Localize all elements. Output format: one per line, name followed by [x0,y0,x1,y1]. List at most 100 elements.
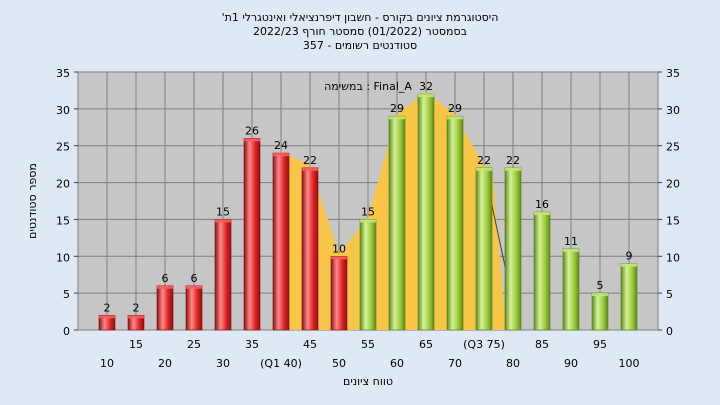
y-tick-label-left: 25 [56,141,70,154]
x-tick-label-50: 50 [332,357,346,370]
y-tick-label-right: 5 [666,288,673,301]
x-axis-title: טווח ציונים [343,375,393,388]
x-tick-label-25: 25 [187,338,201,351]
bar-70 [446,115,464,331]
x-tick-label-65: 65 [419,338,433,351]
value-label-55: 15 [361,205,375,218]
y-tick-label-left: 35 [56,67,70,80]
value-label-45: 22 [303,154,317,167]
bar-20 [156,285,174,331]
x-tick-label-30: 30 [216,357,230,370]
title-line-2: בסמסטר (01/2022) סמסטר חורף 2022/23 [253,25,467,38]
value-label-75: 22 [477,154,491,167]
bar-cap [128,315,144,319]
bar-100 [620,263,638,331]
y-tick-label-right: 0 [666,325,673,338]
bar-cap [273,153,289,157]
x-tick-label-100: 100 [619,357,640,370]
x-tick-label-70: 70 [448,357,462,370]
value-label-20: 6 [162,272,169,285]
title-line-1: 'היסטוגרמת ציונים בקורס - חשבון דיפרנציא… [222,11,499,24]
bar-60 [388,115,406,331]
bar-cap [476,167,492,171]
bar-65 [417,93,435,331]
x-tick-label-75: (Q3 75) [463,338,505,351]
bar-cap [621,263,637,267]
value-label-50: 10 [332,242,346,255]
bar-cap [505,167,521,171]
y-tick-label-left: 5 [63,288,70,301]
y-tick-label-right: 10 [666,251,680,264]
bar-cap [186,285,202,289]
bar-cap [360,219,376,223]
bar-cap [157,285,173,289]
bar-cap [99,315,115,319]
x-tick-label-15: 15 [129,338,143,351]
x-tick-label-90: 90 [564,357,578,370]
bar-35 [243,138,261,331]
y-tick-label-left: 0 [63,325,70,338]
bar-85 [533,211,551,331]
x-tick-label-80: 80 [506,357,520,370]
bar-50 [330,255,348,331]
bar-30 [214,219,232,331]
value-label-85: 16 [535,198,549,211]
x-tick-label-20: 20 [158,357,172,370]
value-label-90: 11 [564,235,578,248]
bar-cap [534,212,550,216]
bar-cap [418,94,434,98]
x-tick-label-55: 55 [361,338,375,351]
value-label-35: 26 [245,124,259,137]
x-tick-label-95: 95 [593,338,607,351]
y-tick-label-right: 20 [666,178,680,191]
y-tick-label-right: 25 [666,141,680,154]
value-label-100: 9 [626,250,633,263]
x-tick-label-85: 85 [535,338,549,351]
legend-note: במשימה : Final_A [324,80,412,93]
x-tick-label-10: 10 [100,357,114,370]
y-tick-label-right: 35 [666,67,680,80]
bar-75 [475,167,493,331]
value-label-15: 2 [133,301,140,314]
bar-cap [244,138,260,142]
bar-cap [331,256,347,260]
value-label-95: 5 [597,279,604,292]
y-axis-title: מספר סטודנטים [26,163,39,239]
bar-cap [592,293,608,297]
y-ticks-right: 0 5 10 15 20 25 30 35 [658,67,680,338]
value-label-80: 22 [506,154,520,167]
x-tick-label-60: 60 [390,357,404,370]
bar-80 [504,167,522,331]
value-label-25: 6 [191,272,198,285]
value-label-10: 2 [104,301,111,314]
x-tick-label-35: 35 [245,338,259,351]
bar-45 [301,167,319,331]
bar-cap [389,116,405,120]
y-ticks-left: 0 5 10 15 20 25 30 35 [56,67,78,338]
y-tick-label-right: 30 [666,104,680,117]
title-line-3: סטודנטים רשומים - 357 [303,39,417,52]
bar-90 [562,248,580,331]
value-label-60: 29 [390,102,404,115]
chart-title: 'היסטוגרמת ציונים בקורס - חשבון דיפרנציא… [222,11,499,52]
bar-95 [591,292,609,331]
bar-55 [359,219,377,331]
y-tick-label-left: 10 [56,251,70,264]
x-tick-label-40: (Q1 40) [260,357,302,370]
y-tick-label-left: 15 [56,214,70,227]
x-tick-label-45: 45 [303,338,317,351]
value-label-40: 24 [274,139,288,152]
value-label-30: 15 [216,205,230,218]
bar-40 [272,152,290,331]
value-label-70: 29 [448,102,462,115]
y-tick-label-left: 30 [56,104,70,117]
value-label-65: 32 [419,80,433,93]
y-tick-label-right: 15 [666,214,680,227]
x-ticks: 10 15 20 25 30 35(Q1 40)45 50 55 60 65 70(Q3 75)80… [100,338,640,370]
bar-cap [215,219,231,223]
bar-cap [447,116,463,120]
bar-cap [563,248,579,252]
bar-25 [185,285,203,331]
